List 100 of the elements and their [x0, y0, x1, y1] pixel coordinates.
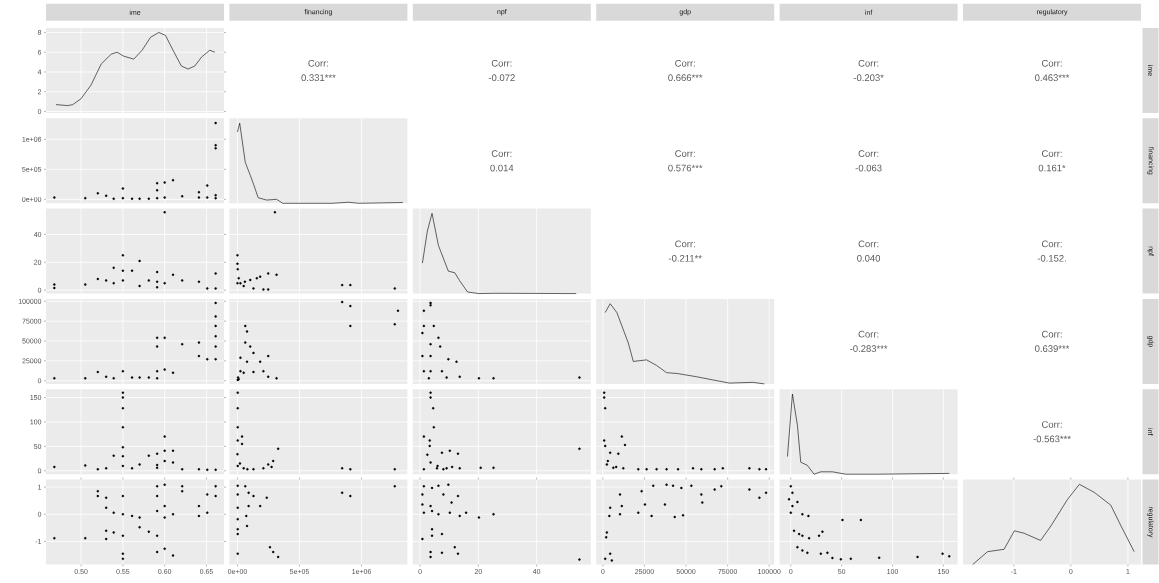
point	[273, 211, 277, 214]
point	[96, 489, 100, 493]
point	[155, 345, 159, 348]
point	[422, 485, 426, 488]
point	[163, 459, 166, 463]
point	[171, 513, 175, 516]
point	[608, 506, 612, 509]
point	[796, 545, 799, 549]
text: Corr:	[1041, 330, 1062, 338]
text: 0.014	[490, 164, 514, 172]
point	[789, 511, 792, 514]
point	[214, 324, 217, 328]
point	[245, 524, 249, 528]
point	[243, 280, 247, 283]
point	[236, 464, 239, 468]
text: Corr:	[675, 150, 695, 157]
point	[421, 537, 424, 541]
text: Corr:	[491, 59, 512, 67]
point	[430, 528, 434, 531]
point	[155, 550, 159, 554]
point	[163, 504, 166, 508]
point	[214, 494, 217, 498]
point	[214, 468, 217, 472]
point	[267, 354, 270, 358]
point	[276, 447, 280, 450]
point	[578, 447, 581, 450]
point	[155, 452, 159, 455]
point	[602, 439, 606, 442]
point	[249, 345, 252, 348]
point	[941, 552, 944, 555]
point	[104, 194, 108, 197]
point	[426, 453, 429, 456]
point	[171, 554, 175, 557]
point	[121, 446, 125, 449]
point	[713, 468, 716, 471]
point	[349, 283, 352, 287]
point	[817, 534, 821, 537]
point	[236, 552, 239, 555]
text: Corr:	[675, 240, 695, 248]
point	[602, 396, 606, 399]
point	[247, 491, 250, 495]
point	[112, 454, 115, 457]
point	[163, 281, 166, 285]
point	[147, 197, 150, 200]
point	[349, 324, 352, 328]
point	[163, 547, 166, 550]
point	[603, 557, 607, 560]
point	[620, 504, 624, 508]
point	[673, 515, 676, 519]
point	[252, 494, 255, 498]
point	[806, 551, 809, 555]
point	[236, 391, 239, 394]
point	[435, 467, 439, 470]
point	[155, 377, 159, 380]
point	[214, 335, 217, 338]
point	[171, 371, 175, 374]
text: 0.639***	[1035, 345, 1070, 352]
point	[455, 360, 458, 363]
point	[121, 426, 125, 429]
point	[171, 449, 175, 452]
point	[206, 287, 209, 290]
point	[797, 532, 801, 536]
point	[244, 324, 247, 328]
point	[655, 468, 658, 471]
point	[437, 484, 440, 487]
point	[442, 493, 445, 496]
point	[104, 529, 108, 533]
point	[121, 279, 125, 282]
point	[258, 360, 262, 363]
point	[456, 552, 460, 555]
point	[456, 494, 460, 498]
text: Corr:	[858, 330, 879, 338]
point	[849, 557, 853, 560]
point	[422, 435, 426, 438]
point	[262, 370, 265, 373]
point	[206, 511, 209, 514]
point	[428, 439, 431, 442]
point	[236, 407, 239, 410]
point	[155, 280, 159, 283]
point	[112, 377, 115, 380]
point	[458, 514, 461, 518]
point	[163, 336, 166, 340]
point	[197, 280, 201, 283]
point	[262, 467, 265, 470]
point	[267, 463, 270, 466]
point	[916, 555, 919, 559]
point	[948, 555, 951, 558]
point	[214, 121, 217, 125]
point	[458, 375, 461, 378]
point	[214, 485, 217, 488]
point	[440, 451, 444, 454]
point	[349, 304, 352, 308]
point	[614, 465, 618, 469]
point	[252, 468, 255, 471]
point	[104, 279, 108, 282]
point	[421, 493, 424, 496]
point	[267, 272, 270, 275]
point	[163, 368, 166, 371]
point	[271, 459, 275, 463]
point	[422, 309, 426, 313]
